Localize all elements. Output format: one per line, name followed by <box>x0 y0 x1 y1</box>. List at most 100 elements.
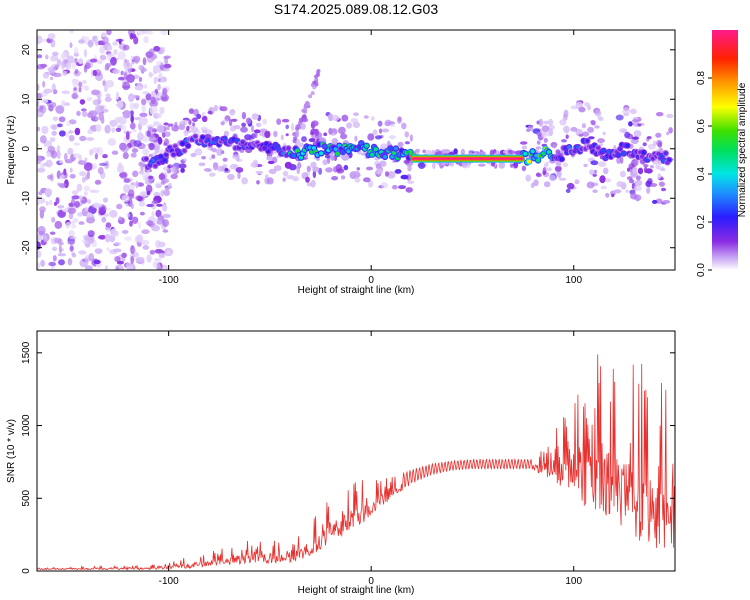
snr-plot-area <box>37 331 675 571</box>
heatmap-cell <box>656 139 663 147</box>
heatmap-cell <box>314 128 320 136</box>
heatmap-cell <box>223 130 229 137</box>
heatmap-cell <box>235 167 244 173</box>
heatmap-cell <box>232 154 238 160</box>
heatmap-x-ticks: -100 0 100 <box>159 30 583 286</box>
heatmap-cell <box>82 110 88 117</box>
heatmap-cell <box>132 95 140 99</box>
heatmap-cell <box>74 68 79 75</box>
heatmap-cell <box>45 71 54 75</box>
heatmap-cell <box>148 153 153 158</box>
heatmap-cell <box>135 180 139 189</box>
heatmap-cell <box>353 112 359 116</box>
heatmap-cell <box>162 67 170 72</box>
snr-frame <box>36 330 676 572</box>
heatmap-cell <box>102 36 109 44</box>
heatmap-cell <box>69 173 76 179</box>
heatmap-cell <box>655 164 661 169</box>
heatmap-cell <box>254 131 258 139</box>
snr-y-ticks: 0 500 1000 1500 <box>21 341 675 574</box>
heatmap-cell <box>86 199 92 204</box>
heatmap-cell <box>68 212 74 220</box>
heatmap-cell <box>68 230 75 238</box>
heatmap-cell <box>323 132 328 137</box>
heatmap-cell <box>209 172 216 177</box>
heatmap-cell <box>73 87 77 91</box>
heatmap-cell <box>276 118 282 125</box>
heatmap-cell <box>190 152 197 158</box>
heatmap-cell <box>331 176 339 181</box>
heatmap-cell <box>543 137 548 143</box>
heatmap-cell <box>121 124 127 131</box>
heatmap-cell <box>122 110 131 119</box>
heatmap-cell <box>65 121 71 127</box>
heatmap-cell <box>164 186 170 191</box>
heatmap-cell <box>590 160 599 166</box>
heatmap-cell <box>113 49 118 55</box>
heatmap-cell <box>148 71 153 78</box>
heatmap-cell <box>88 110 98 118</box>
heatmap-cell <box>157 241 166 248</box>
heatmap-cell <box>387 171 396 179</box>
heatmap-y-tick-label: -20 <box>21 240 32 255</box>
heatmap-cell <box>436 150 443 156</box>
heatmap-cell <box>76 183 83 192</box>
heatmap-cell <box>145 184 153 194</box>
heatmap-cell <box>542 170 547 176</box>
heatmap-cell <box>295 126 300 131</box>
heatmap-cell <box>42 80 46 88</box>
heatmap-cell <box>69 167 73 173</box>
heatmap-cell <box>129 102 135 111</box>
heatmap-cell <box>89 149 93 156</box>
heatmap-cell <box>340 154 348 159</box>
heatmap-cell <box>306 165 311 172</box>
heatmap-cell <box>642 142 647 147</box>
heatmap-cell <box>78 58 84 65</box>
heatmap-cell <box>298 155 304 160</box>
heatmap-cell <box>328 127 333 135</box>
heatmap-cell <box>557 170 562 178</box>
heatmap-cell <box>405 187 413 193</box>
heatmap-cell <box>86 96 93 102</box>
heatmap-cell <box>106 247 110 252</box>
heatmap-cell <box>49 76 54 81</box>
heatmap-cell <box>324 154 331 159</box>
heatmap-cell <box>127 68 133 73</box>
heatmap-cell <box>200 126 208 131</box>
heatmap-cell <box>141 229 150 235</box>
heatmap-cell <box>52 116 59 122</box>
heatmap-cell <box>652 199 658 204</box>
heatmap-cell <box>58 259 65 266</box>
heatmap-cell <box>373 147 378 152</box>
heatmap-cell <box>153 163 158 168</box>
heatmap-cell <box>164 152 169 157</box>
heatmap-cell <box>72 79 80 88</box>
heatmap-cell <box>273 130 278 138</box>
heatmap-cell <box>141 103 146 113</box>
heatmap-cell <box>163 63 172 69</box>
heatmap-cell <box>133 102 139 110</box>
heatmap-cell <box>600 185 607 190</box>
heatmap-cell <box>385 171 389 177</box>
heatmap-cell <box>116 260 124 265</box>
heatmap-cell <box>514 150 522 155</box>
heatmap-cell <box>61 90 71 95</box>
heatmap-cell <box>251 113 259 120</box>
heatmap-cell <box>142 57 147 66</box>
heatmap-cell <box>182 148 187 153</box>
heatmap-cell <box>114 241 122 246</box>
heatmap-y-ticks: -20 -10 0 10 20 <box>21 44 675 255</box>
heatmap-cell <box>57 205 65 209</box>
heatmap-cell <box>398 185 406 190</box>
heatmap-cell <box>613 189 622 194</box>
heatmap-cell <box>136 182 144 187</box>
heatmap-cell <box>132 170 139 178</box>
heatmap-cell <box>666 131 670 136</box>
heatmap-cell <box>662 200 671 204</box>
heatmap-cell <box>93 203 102 208</box>
heatmap-cell <box>112 41 119 46</box>
heatmap-cell <box>51 216 56 223</box>
heatmap-cell <box>556 160 562 167</box>
heatmap-cell <box>367 133 375 141</box>
heatmap-cell <box>78 195 83 202</box>
